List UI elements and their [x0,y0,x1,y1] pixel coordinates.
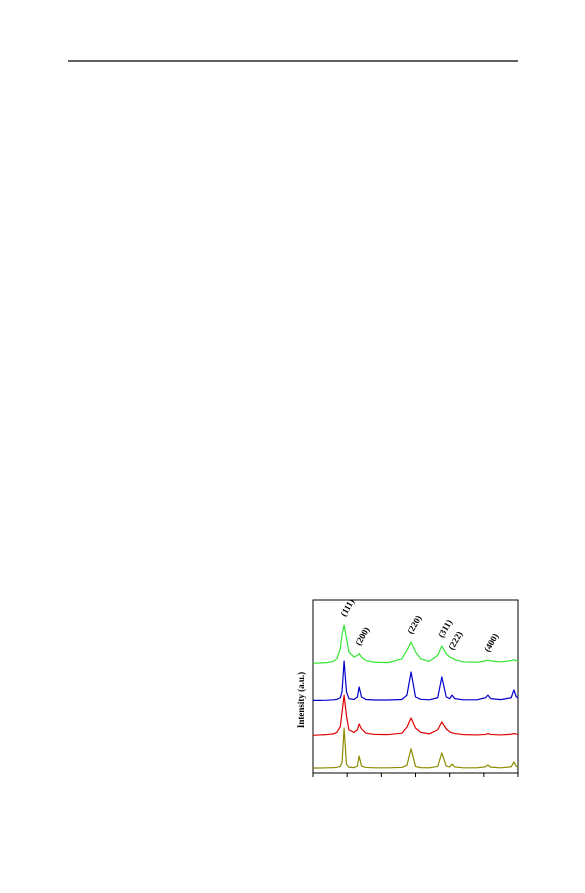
pattern-line [313,660,519,701]
pattern-line [312,694,519,736]
peak-label: (400) [482,632,500,654]
peak-label: (222) [446,630,464,652]
peak-label: (220) [405,614,423,636]
pattern-line [312,624,519,664]
y-axis-label: Intensity (a.u.) [296,672,306,728]
peak-label: (200) [353,625,371,647]
pattern-line [313,727,519,769]
